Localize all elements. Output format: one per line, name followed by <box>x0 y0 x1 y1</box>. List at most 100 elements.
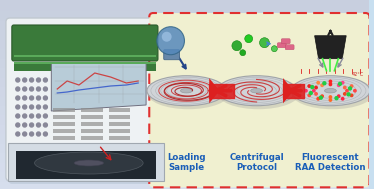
Circle shape <box>341 81 344 84</box>
Circle shape <box>16 87 20 91</box>
Circle shape <box>346 90 348 92</box>
Bar <box>14 55 156 57</box>
Bar <box>108 122 130 126</box>
Bar <box>108 108 130 112</box>
Bar <box>0 151 369 161</box>
Circle shape <box>162 32 172 42</box>
Circle shape <box>43 87 47 91</box>
Circle shape <box>30 114 34 118</box>
Circle shape <box>329 80 332 83</box>
Circle shape <box>308 85 310 87</box>
Circle shape <box>350 94 353 97</box>
Bar <box>0 57 369 66</box>
FancyBboxPatch shape <box>285 45 294 50</box>
Bar <box>14 63 156 71</box>
Circle shape <box>245 35 252 43</box>
Bar <box>53 122 75 126</box>
Ellipse shape <box>217 76 296 106</box>
Bar <box>0 76 369 85</box>
Circle shape <box>37 105 40 109</box>
Circle shape <box>311 86 314 89</box>
Bar <box>53 136 75 140</box>
Text: Loading
Sample: Loading Sample <box>167 153 206 172</box>
Bar <box>53 108 75 112</box>
Circle shape <box>329 83 332 86</box>
Circle shape <box>23 123 27 127</box>
FancyBboxPatch shape <box>281 39 290 44</box>
Bar <box>53 115 75 119</box>
Circle shape <box>23 105 27 109</box>
Circle shape <box>338 82 341 85</box>
Circle shape <box>317 98 319 100</box>
Circle shape <box>232 41 242 51</box>
FancyBboxPatch shape <box>12 25 158 61</box>
Circle shape <box>321 95 323 97</box>
Ellipse shape <box>325 88 336 93</box>
Ellipse shape <box>291 76 374 109</box>
Ellipse shape <box>147 76 230 109</box>
Circle shape <box>157 27 184 55</box>
Bar <box>0 170 369 180</box>
Ellipse shape <box>181 88 192 93</box>
Circle shape <box>329 99 332 101</box>
Text: Centrifugal
Protocol: Centrifugal Protocol <box>229 153 284 172</box>
Text: Fluorescent
RAA Detection: Fluorescent RAA Detection <box>295 153 366 172</box>
Circle shape <box>23 96 27 100</box>
Circle shape <box>240 50 246 56</box>
Ellipse shape <box>217 76 300 109</box>
Bar <box>0 0 369 9</box>
Circle shape <box>30 105 34 109</box>
Bar <box>108 115 130 119</box>
Circle shape <box>272 46 277 52</box>
Circle shape <box>313 90 315 92</box>
FancyBboxPatch shape <box>8 143 164 181</box>
FancyBboxPatch shape <box>9 20 168 184</box>
Circle shape <box>37 114 40 118</box>
Circle shape <box>16 105 20 109</box>
Ellipse shape <box>34 152 143 174</box>
Ellipse shape <box>74 160 104 166</box>
Circle shape <box>23 132 27 136</box>
Bar <box>0 28 369 38</box>
Bar <box>81 115 102 119</box>
Circle shape <box>43 132 47 136</box>
Bar <box>0 66 369 76</box>
Bar <box>0 161 369 170</box>
Circle shape <box>350 85 353 87</box>
Circle shape <box>43 123 47 127</box>
Circle shape <box>30 123 34 127</box>
Circle shape <box>323 82 326 85</box>
Circle shape <box>354 90 356 92</box>
Circle shape <box>23 114 27 118</box>
Text: 42°C: 42°C <box>352 72 364 77</box>
Bar <box>53 129 75 133</box>
Bar <box>81 108 102 112</box>
FancyBboxPatch shape <box>6 18 164 181</box>
Circle shape <box>341 98 344 100</box>
Circle shape <box>16 78 20 82</box>
Circle shape <box>337 95 340 97</box>
Bar <box>81 129 102 133</box>
Circle shape <box>16 123 20 127</box>
Circle shape <box>37 87 40 91</box>
Polygon shape <box>283 78 293 103</box>
FancyBboxPatch shape <box>149 13 370 187</box>
Circle shape <box>315 86 317 89</box>
Circle shape <box>344 93 346 95</box>
Bar <box>0 142 369 151</box>
Bar <box>81 136 102 140</box>
FancyBboxPatch shape <box>277 43 286 48</box>
Circle shape <box>305 90 307 92</box>
Circle shape <box>321 84 323 86</box>
Circle shape <box>30 132 34 136</box>
Circle shape <box>337 84 340 86</box>
Polygon shape <box>51 63 146 111</box>
Circle shape <box>260 38 269 48</box>
Circle shape <box>315 93 317 95</box>
Bar <box>0 38 369 47</box>
Bar <box>0 47 369 57</box>
Polygon shape <box>315 36 346 59</box>
Bar <box>0 123 369 132</box>
FancyBboxPatch shape <box>164 50 180 60</box>
Circle shape <box>43 114 47 118</box>
